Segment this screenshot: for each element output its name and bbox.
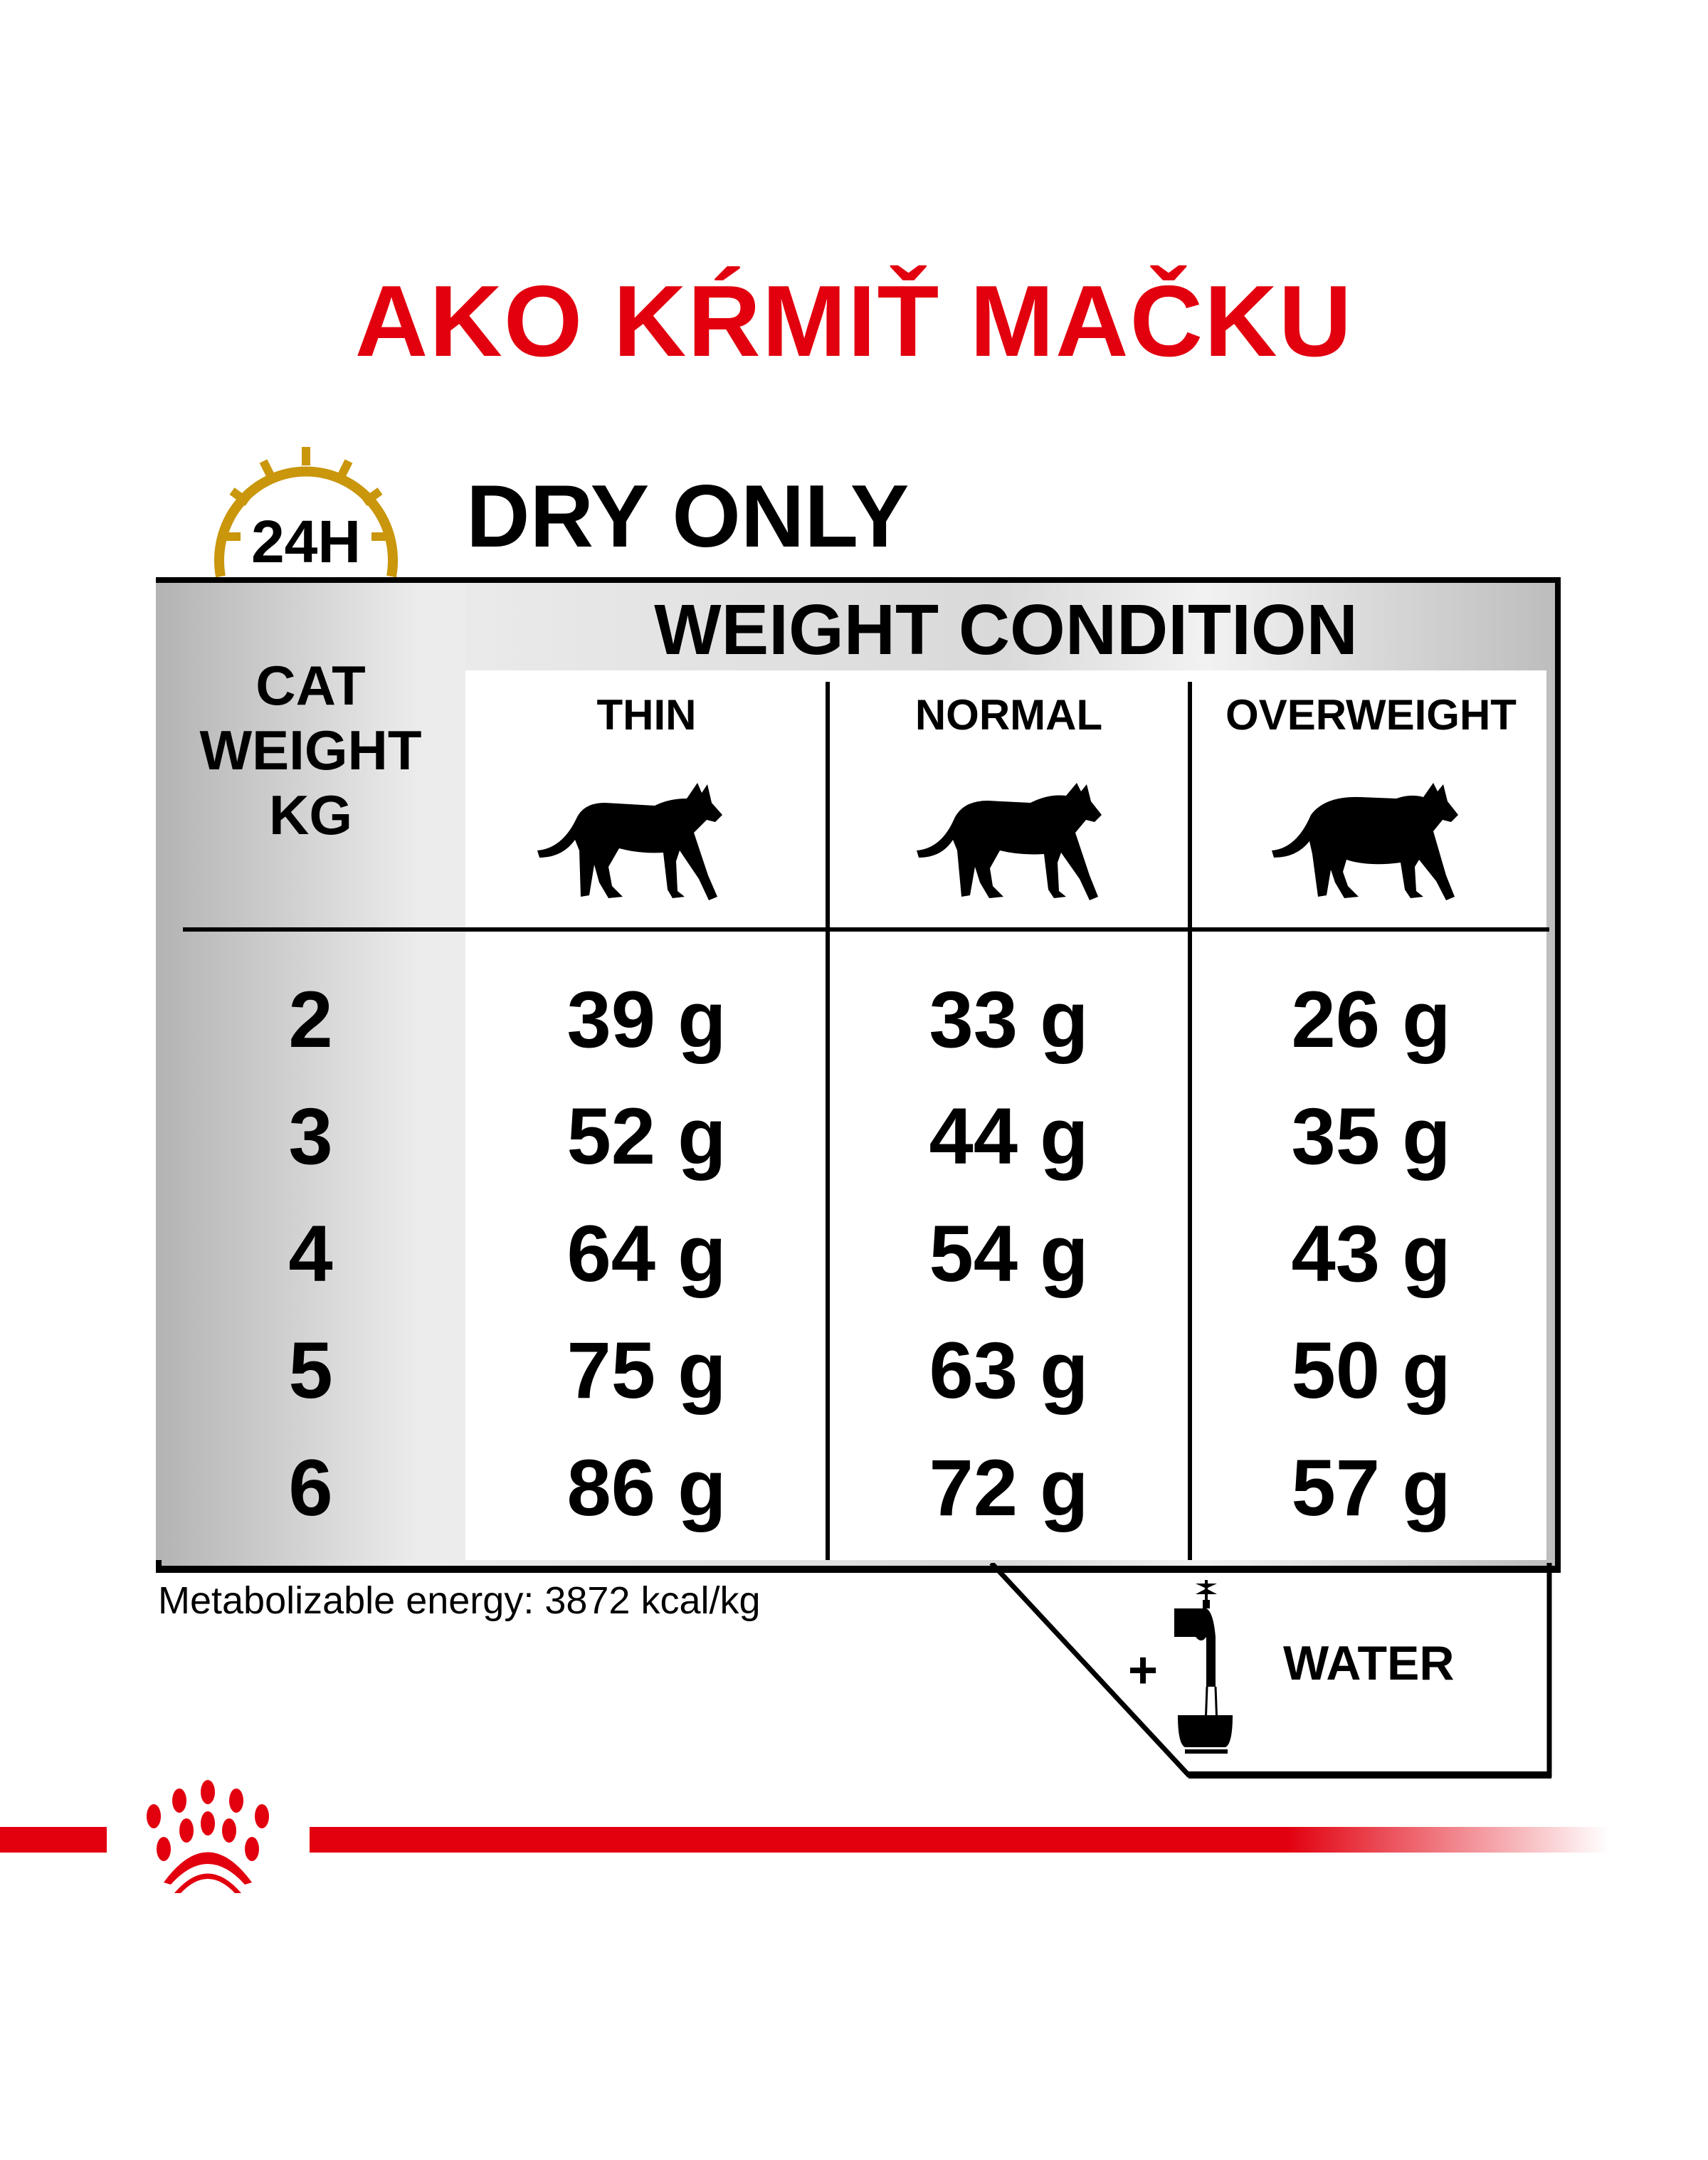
row-kg: 6 — [288, 1443, 333, 1532]
cell-thin: 64 g — [566, 1209, 727, 1298]
cell-normal: 72 g — [929, 1443, 1089, 1532]
column-header-overweight: OVERWEIGHT — [1225, 691, 1517, 739]
water-tap-bowl-icon — [1174, 1580, 1233, 1754]
column-header-normal: NORMAL — [914, 691, 1103, 739]
column-header-thin: THIN — [596, 691, 697, 739]
cell-overweight: 26 g — [1291, 975, 1451, 1064]
column-divider — [1188, 682, 1192, 1560]
thin-cat-icon — [537, 783, 722, 900]
royal-canin-crown-logo — [107, 1779, 310, 1893]
plus-sign: + — [1128, 1642, 1159, 1699]
header-divider — [183, 927, 1549, 932]
24h-clock-icon: 24H — [214, 447, 398, 578]
cell-normal: 54 g — [929, 1209, 1089, 1298]
cell-overweight: 57 g — [1291, 1443, 1451, 1532]
subtitle: DRY ONLY — [466, 468, 910, 566]
row-kg: 2 — [288, 975, 333, 1064]
cell-overweight: 43 g — [1291, 1209, 1451, 1298]
cell-overweight: 35 g — [1291, 1092, 1451, 1181]
water-label: WATER — [1283, 1636, 1455, 1690]
cell-thin: 86 g — [566, 1443, 727, 1532]
row-header-label: CAT WEIGHT KG — [199, 654, 422, 846]
cell-normal: 44 g — [929, 1092, 1089, 1181]
cell-normal: 63 g — [929, 1326, 1089, 1415]
row-kg: 4 — [288, 1209, 333, 1298]
cell-thin: 52 g — [566, 1092, 727, 1181]
water-box — [989, 1563, 1552, 1779]
column-divider — [826, 682, 830, 1560]
cell-thin: 39 g — [566, 975, 727, 1064]
page-title: AKO KŔMIŤ MAČKU — [354, 265, 1354, 378]
normal-cat-icon — [917, 783, 1102, 900]
overweight-cat-icon — [1272, 783, 1458, 900]
metabolizable-energy: Metabolizable energy: 3872 kcal/kg — [158, 1579, 761, 1622]
row-header-column — [156, 583, 465, 1560]
row-kg: 3 — [288, 1092, 333, 1181]
cell-normal: 33 g — [929, 975, 1089, 1064]
cell-overweight: 50 g — [1291, 1326, 1451, 1415]
cell-thin: 75 g — [566, 1326, 727, 1415]
group-header: WEIGHT CONDITION — [654, 590, 1358, 670]
clock-label: 24H — [251, 508, 361, 575]
row-kg: 5 — [288, 1326, 333, 1415]
